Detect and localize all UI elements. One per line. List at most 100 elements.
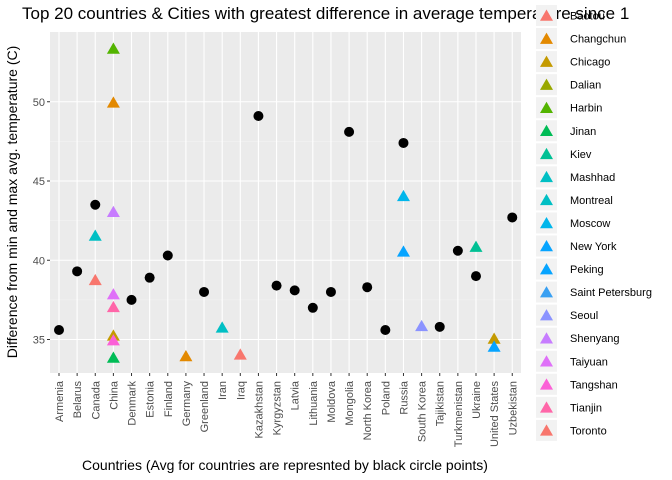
x-tick-label: Canada	[90, 380, 102, 419]
city-point	[106, 334, 120, 346]
legend-triangle-icon	[540, 309, 553, 321]
legend: Baotou Changchun Chicago Dalian Harbin Jinan K…	[536, 5, 652, 441]
city-point	[487, 332, 501, 344]
country-avg-point	[144, 272, 155, 283]
country-avg-point	[162, 250, 173, 261]
x-tick-label: Iraq	[235, 381, 247, 400]
x-tick-label: Kyrgyzstan	[272, 381, 284, 435]
legend-label: Taiyuan	[570, 356, 608, 368]
x-tick-label: North Korea	[362, 380, 374, 440]
y-tick-label: 40	[33, 255, 45, 267]
x-tick-label: Uzbekistan	[507, 381, 519, 435]
legend-label: New York	[570, 241, 617, 253]
x-tick-label: Lithuania	[308, 380, 320, 426]
x-tick-label: Iran	[217, 381, 229, 400]
legend-triangle-icon	[540, 193, 553, 206]
legend-label: Mashhad	[570, 172, 615, 184]
city-point	[415, 319, 429, 332]
x-tick-label: Mongolia	[344, 380, 356, 426]
y-tick-label: 50	[33, 97, 45, 109]
x-tick-label: Moldova	[326, 380, 338, 422]
legend-label: Baotou	[570, 11, 605, 23]
city-point	[88, 273, 102, 286]
y-axis: 35 40 45 50	[33, 97, 50, 347]
x-tick-label: Tajikistan	[435, 381, 447, 426]
legend-label: Chicago	[570, 57, 610, 69]
country-avg-point	[507, 212, 518, 223]
x-tick-label: Estonia	[145, 380, 157, 418]
legend-label: Kiev	[570, 149, 592, 161]
x-tick-label: Kazakhstan	[253, 381, 265, 438]
legend-triangle-icon	[540, 170, 553, 183]
y-axis-label: Difference from min and max avg. tempera…	[4, 46, 20, 359]
chart-title: Top 20 countries & Cities with greatest …	[22, 4, 630, 23]
city-point	[106, 42, 120, 54]
city-point	[215, 321, 229, 333]
legend-label: Toronto	[570, 425, 607, 437]
legend-label: Seoul	[570, 310, 598, 322]
x-tick-label: Latvia	[290, 380, 302, 410]
legend-label: Montreal	[570, 195, 613, 207]
y-tick-label: 35	[33, 335, 45, 347]
country-avg-point	[344, 126, 355, 137]
legend-triangle-icon	[540, 424, 553, 436]
x-tick-label: Germany	[181, 381, 193, 427]
x-tick-label: Denmark	[127, 381, 139, 426]
legend-label: Harbin	[570, 103, 602, 115]
country-avg-point	[452, 245, 463, 256]
legend-triangle-icon	[540, 263, 553, 275]
city-point	[396, 189, 410, 202]
y-tick-label: 45	[33, 176, 45, 188]
legend-triangle-icon	[540, 401, 553, 413]
country-avg-point	[253, 111, 264, 122]
legend-label: Jinan	[570, 126, 596, 138]
x-tick-label: South Korea	[417, 380, 429, 442]
legend-triangle-icon	[540, 55, 553, 67]
legend-triangle-icon	[540, 32, 553, 44]
country-avg-point	[126, 294, 137, 305]
x-tick-label: China	[108, 380, 120, 410]
x-tick-label: Armenia	[54, 380, 66, 422]
legend-triangle-icon	[540, 124, 553, 137]
city-point	[106, 288, 120, 300]
legend-triangle-icon	[540, 147, 553, 160]
legend-triangle-icon	[540, 355, 553, 367]
country-avg-point	[54, 324, 64, 335]
x-tick-label: Belarus	[72, 381, 84, 419]
legend-label: Moscow	[570, 218, 610, 230]
country-avg-point	[271, 280, 282, 291]
legend-label: Saint Petersburg	[570, 287, 652, 299]
x-tick-label: Finland	[163, 381, 175, 417]
city-point	[106, 300, 120, 313]
legend-label: Peking	[570, 264, 604, 276]
legend-triangle-icon	[540, 378, 553, 390]
x-tick-label: Poland	[380, 381, 392, 415]
country-avg-point	[307, 302, 318, 313]
country-avg-point	[398, 137, 409, 148]
city-point	[179, 349, 193, 362]
city-point	[469, 240, 483, 252]
country-avg-point	[199, 286, 210, 297]
legend-label: Changchun	[570, 34, 626, 46]
city-point	[88, 229, 102, 241]
legend-triangle-icon	[540, 332, 553, 344]
x-axis-label: Countries (Avg for countries are represn…	[82, 457, 488, 473]
city-point	[106, 205, 120, 217]
x-tick-label: Ukraine	[471, 381, 483, 419]
country-avg-point	[289, 285, 300, 296]
legend-label: Shenyang	[570, 333, 620, 345]
country-avg-point	[362, 282, 373, 293]
city-point	[487, 340, 501, 352]
city-point	[233, 348, 247, 360]
city-point	[396, 245, 410, 257]
legend-triangle-icon	[540, 9, 553, 21]
country-avg-point	[72, 266, 83, 277]
legend-triangle-icon	[540, 216, 553, 229]
country-avg-point	[470, 271, 481, 282]
legend-triangle-icon	[540, 286, 553, 298]
x-axis: Armenia Belarus Canada China Denmark Estonia F…	[54, 373, 519, 447]
country-avg-point	[325, 286, 336, 297]
legend-triangle-icon	[540, 101, 553, 113]
legend-triangle-icon	[540, 78, 553, 90]
